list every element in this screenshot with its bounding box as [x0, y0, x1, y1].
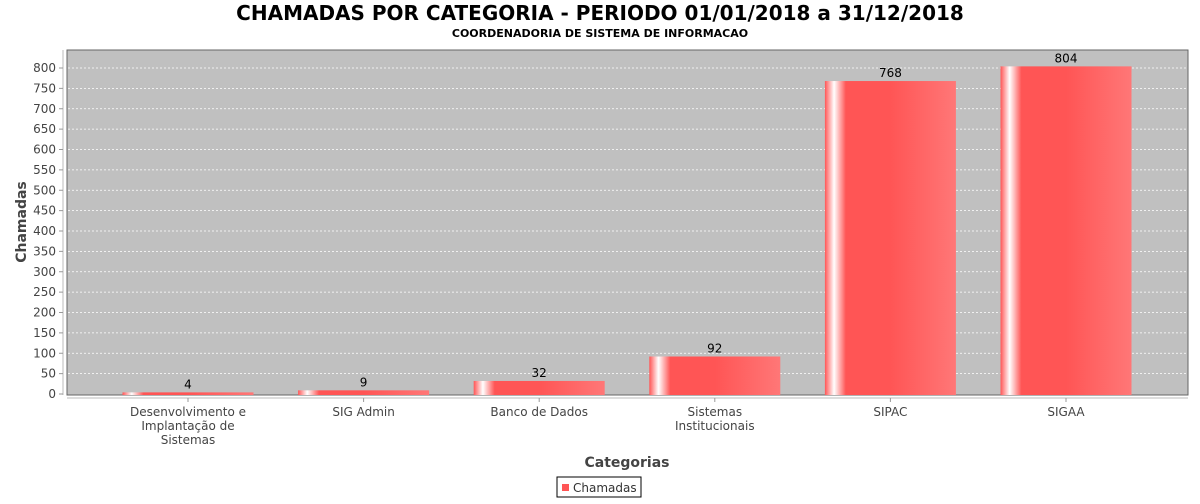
y-axis-label: Chamadas: [14, 181, 30, 263]
y-tick-label: 600: [33, 143, 56, 157]
x-tick-label: Sistemas: [161, 433, 216, 447]
y-tick-label: 50: [41, 367, 56, 381]
data-label: 768: [879, 66, 902, 80]
legend: Chamadas: [556, 476, 642, 498]
legend-label: Chamadas: [573, 481, 637, 495]
x-tick-label: Desenvolvimento e: [130, 405, 246, 419]
data-label: 32: [532, 366, 547, 380]
y-tick-label: 250: [33, 285, 56, 299]
bar: [473, 380, 605, 395]
legend-box: [556, 476, 642, 498]
y-tick-label: 400: [33, 224, 56, 238]
x-tick-label: SIG Admin: [332, 405, 395, 419]
y-tick-label: 350: [33, 244, 56, 258]
legend-swatch: [562, 484, 569, 491]
y-tick-label: 750: [33, 81, 56, 95]
x-tick-label: SIGAA: [1047, 405, 1085, 419]
x-tick-label: Implantação de: [141, 419, 234, 433]
y-tick-label: 450: [33, 204, 56, 218]
x-tick-label: Institucionais: [675, 419, 755, 433]
y-tick-label: 150: [33, 326, 56, 340]
data-label: 804: [1055, 51, 1078, 65]
data-label: 9: [360, 375, 368, 389]
x-tick-label: SIPAC: [873, 405, 907, 419]
x-axis-label: Categorias: [584, 455, 669, 471]
y-tick-label: 200: [33, 306, 56, 320]
chart-title: CHAMADAS POR CATEGORIA - PERIODO 01/01/2…: [236, 1, 964, 25]
bar: [298, 390, 430, 395]
chart-subtitle: COORDENADORIA DE SISTEMA DE INFORMACAO: [452, 27, 748, 40]
y-tick-label: 550: [33, 163, 56, 177]
bar: [1000, 66, 1132, 396]
bar: [649, 356, 781, 395]
data-label: 92: [707, 342, 722, 356]
y-tick-label: 700: [33, 102, 56, 116]
y-tick-label: 100: [33, 346, 56, 360]
y-tick-label: 300: [33, 265, 56, 279]
x-tick-label: Banco de Dados: [490, 405, 588, 419]
y-tick-label: 500: [33, 183, 56, 197]
y-tick-label: 800: [33, 61, 56, 75]
y-tick-label: 0: [48, 387, 56, 401]
y-tick-label: 650: [33, 122, 56, 136]
data-label: 4: [184, 377, 192, 391]
bar: [824, 81, 956, 395]
bar: [122, 392, 254, 395]
x-tick-label: Sistemas: [688, 405, 743, 419]
